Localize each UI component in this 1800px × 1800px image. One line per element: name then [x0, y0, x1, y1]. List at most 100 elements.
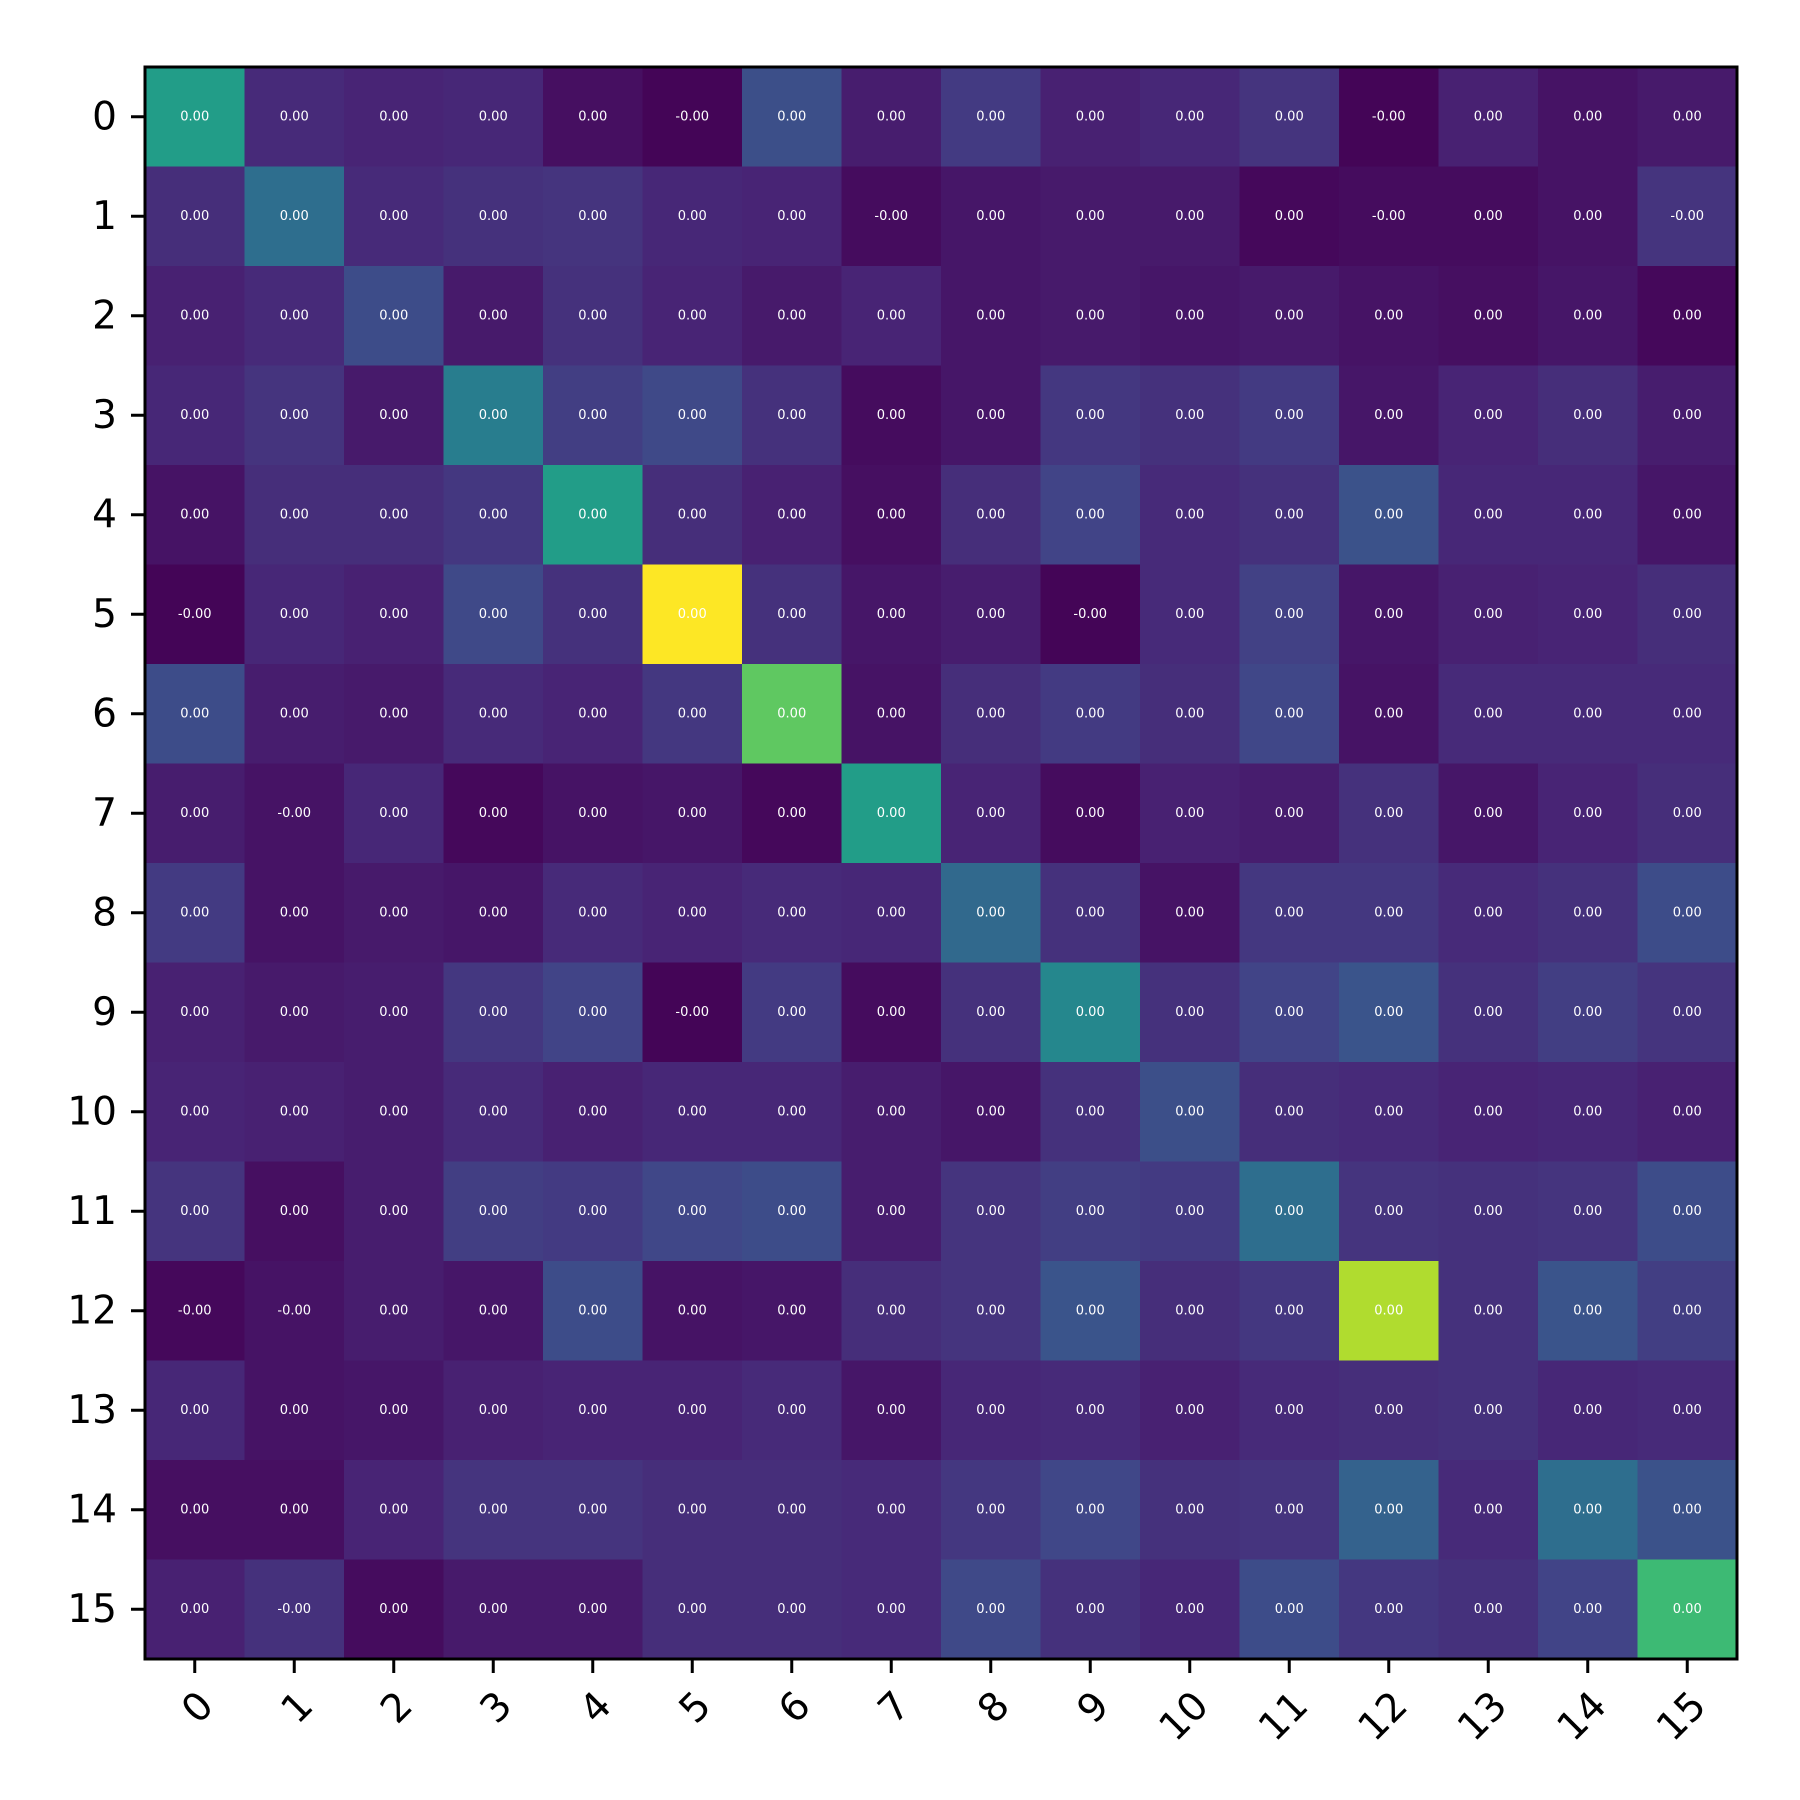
heatmap-cell-r14-c8: [941, 1460, 1041, 1560]
cell-value-label: 0.00: [479, 408, 508, 423]
cell-value-label: 0.00: [180, 308, 209, 323]
heatmap-cell-r7-c10: [1140, 763, 1240, 864]
y-tick-label: 9: [92, 990, 117, 1035]
heatmap-cell-r11-c14: [1538, 1161, 1638, 1262]
cell-value-label: 0.00: [1076, 1005, 1105, 1020]
heatmap-cell-r14-c13: [1438, 1460, 1539, 1560]
heatmap-cell-r7-c15: [1637, 763, 1738, 864]
heatmap-cell-r9-c1: [244, 962, 345, 1063]
heatmap-cell-r12-c12: [1339, 1261, 1439, 1361]
cell-value-label: 0.00: [1474, 109, 1503, 124]
cell-value-label: 0.00: [1374, 607, 1403, 622]
heatmap-cell-r13-c2: [344, 1360, 444, 1461]
heatmap-cell-r11-c13: [1438, 1161, 1539, 1262]
heatmap-cell-r7-c12: [1339, 763, 1439, 864]
cell-value-label: 0.00: [578, 1602, 607, 1617]
cell-value-label: 0.00: [180, 209, 209, 224]
heatmap-cell-r8-c6: [742, 863, 842, 963]
heatmap-cell-r3-c7: [841, 365, 942, 466]
heatmap-cell-r11-c2: [344, 1161, 444, 1262]
heatmap-cell-r11-c5: [642, 1161, 743, 1262]
cell-value-label: 0.00: [1175, 1005, 1204, 1020]
heatmap-cell-r5-c0: [145, 564, 245, 665]
cell-value-label: 0.00: [1275, 308, 1304, 323]
heatmap-cell-r0-c11: [1239, 67, 1340, 167]
cell-value-label: 0.00: [777, 905, 806, 920]
cell-value-label: 0.00: [578, 607, 607, 622]
heatmap-cell-r4-c0: [145, 465, 245, 565]
y-tick-label: 14: [67, 1487, 117, 1532]
heatmap-cell-r6-c12: [1339, 664, 1439, 764]
x-tick-label: 0: [173, 1683, 222, 1732]
cell-value-label: 0.00: [1573, 1005, 1602, 1020]
cell-value-label: 0.00: [1573, 706, 1602, 721]
heatmap-cell-r8-c13: [1438, 863, 1539, 963]
cell-value-label: 0.00: [1673, 408, 1702, 423]
heatmap-cell-r9-c10: [1140, 962, 1240, 1063]
heatmap-cell-r11-c1: [244, 1161, 345, 1262]
cell-value-label: 0.00: [877, 1005, 906, 1020]
heatmap-cell-r10-c10: [1140, 1062, 1240, 1162]
heatmap-cell-r8-c0: [145, 863, 245, 963]
heatmap-cell-r9-c2: [344, 962, 444, 1063]
cell-value-label: 0.00: [1175, 408, 1204, 423]
heatmap-cell-r4-c7: [841, 465, 942, 565]
cell-value-label: 0.00: [479, 905, 508, 920]
heatmap-cell-r9-c4: [543, 962, 643, 1063]
cell-value-label: 0.00: [678, 706, 707, 721]
heatmap-cell-r11-c6: [742, 1161, 842, 1262]
heatmap-cell-r14-c1: [244, 1460, 345, 1560]
cell-value-label: 0.00: [1474, 1403, 1503, 1418]
cell-value-label: 0.00: [180, 1403, 209, 1418]
heatmap-cell-r1-c10: [1140, 166, 1240, 267]
y-tick-label: 12: [67, 1288, 117, 1333]
heatmap-cell-r12-c8: [941, 1261, 1041, 1361]
heatmap-cell-r6-c13: [1438, 664, 1539, 764]
cell-value-label: 0.00: [180, 806, 209, 821]
x-tick-label: 2: [372, 1683, 421, 1732]
heatmap-cell-r15-c11: [1239, 1559, 1340, 1660]
cell-value-label: 0.00: [1076, 1303, 1105, 1318]
heatmap-cell-r1-c6: [742, 166, 842, 267]
y-tick-label: 4: [92, 492, 117, 537]
cell-value-label: 0.00: [180, 1204, 209, 1219]
cell-value-label: 0.00: [976, 1602, 1005, 1617]
heatmap-cell-r10-c13: [1438, 1062, 1539, 1162]
heatmap-cell-r15-c2: [344, 1559, 444, 1660]
cell-value-label: 0.00: [877, 408, 906, 423]
cell-value-label: 0.00: [1275, 607, 1304, 622]
cell-value-label: 0.00: [379, 806, 408, 821]
heatmap-cell-r3-c12: [1339, 365, 1439, 466]
cell-value-label: 0.00: [1374, 905, 1403, 920]
heatmap-cell-r6-c0: [145, 664, 245, 764]
cell-value-label: 0.00: [1175, 607, 1204, 622]
heatmap-cell-r3-c13: [1438, 365, 1539, 466]
heatmap-cell-r4-c2: [344, 465, 444, 565]
x-tick-label: 9: [1069, 1683, 1118, 1732]
cell-value-label: 0.00: [777, 109, 806, 124]
cell-value-label: 0.00: [280, 1005, 309, 1020]
heatmap-cell-r1-c9: [1040, 166, 1141, 267]
heatmap-cell-r2-c9: [1040, 266, 1141, 366]
cell-value-label: 0.00: [479, 806, 508, 821]
cell-value-label: 0.00: [877, 1502, 906, 1517]
y-tick-label: 5: [92, 592, 117, 637]
heatmap-cell-r14-c7: [841, 1460, 942, 1560]
heatmap-cell-r13-c8: [941, 1360, 1041, 1461]
cell-value-label: 0.00: [379, 706, 408, 721]
heatmap-cell-r2-c13: [1438, 266, 1539, 366]
cell-value-label: 0.00: [1374, 308, 1403, 323]
heatmap-cell-r3-c14: [1538, 365, 1638, 466]
cell-value-label: 0.00: [479, 1104, 508, 1119]
cell-value-label: 0.00: [479, 706, 508, 721]
cell-value-label: 0.00: [578, 507, 607, 522]
cell-value-label: 0.00: [379, 109, 408, 124]
cell-value-label: 0.00: [379, 1303, 408, 1318]
cell-value-label: 0.00: [1076, 308, 1105, 323]
cell-value-label: 0.00: [578, 706, 607, 721]
heatmap-cell-r8-c15: [1637, 863, 1738, 963]
cell-value-label: 0.00: [777, 308, 806, 323]
heatmap-cell-r10-c2: [344, 1062, 444, 1162]
cell-value-label: 0.00: [1673, 607, 1702, 622]
cell-value-label: 0.00: [1076, 507, 1105, 522]
